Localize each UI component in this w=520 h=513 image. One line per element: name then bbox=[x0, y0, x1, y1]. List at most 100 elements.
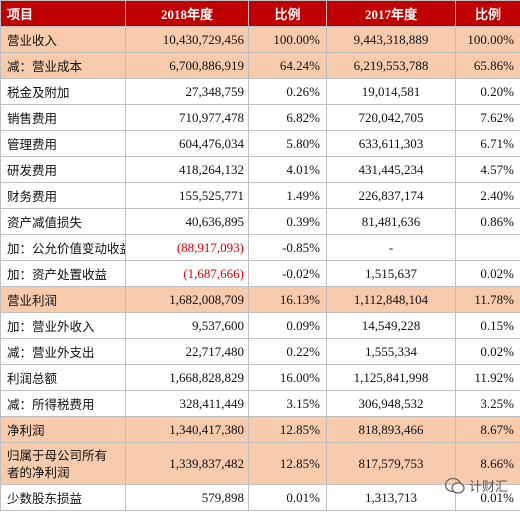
cell: 11.92% bbox=[455, 364, 520, 391]
cell: 12.85% bbox=[248, 416, 327, 443]
cell: 0.02% bbox=[455, 338, 520, 365]
row-label: 销售费用 bbox=[0, 104, 126, 131]
row-label: 减：营业成本 bbox=[0, 52, 126, 79]
cell: 710,977,478 bbox=[125, 104, 249, 131]
cell: 8.67% bbox=[455, 416, 520, 443]
table-row: 税金及附加 27,348,759 0.26% 19,014,581 0.20% bbox=[0, 78, 520, 105]
row-label: 财务费用 bbox=[0, 182, 126, 209]
cell: 7.62% bbox=[455, 104, 520, 131]
table-row: 净利润 1,340,417,380 12.85% 818,893,466 8.67% bbox=[0, 416, 520, 443]
cell: 10,430,729,456 bbox=[125, 26, 249, 53]
cell: 0.86% bbox=[455, 208, 520, 235]
cell: 4.01% bbox=[248, 156, 327, 183]
table-row: 加：公允价值变动收益 (88,917,093) -0.85% - bbox=[0, 234, 520, 261]
row-label: 营业利润 bbox=[0, 286, 126, 313]
cell: 0.20% bbox=[455, 78, 520, 105]
cell: 0.02% bbox=[455, 260, 520, 287]
cell: 818,893,466 bbox=[326, 416, 456, 443]
cell: 1,515,637 bbox=[326, 260, 456, 287]
row-label: 利润总额 bbox=[0, 364, 126, 391]
cell: 0.15% bbox=[455, 312, 520, 339]
table-row: 管理费用 604,476,034 5.80% 633,611,303 6.71% bbox=[0, 130, 520, 157]
cell: 16.00% bbox=[248, 364, 327, 391]
cell: 817,579,753 bbox=[326, 442, 456, 485]
cell: 1.49% bbox=[248, 182, 327, 209]
cell: 9,443,318,889 bbox=[326, 26, 456, 53]
cell: - bbox=[326, 234, 456, 261]
table-row: 销售费用 710,977,478 6.82% 720,042,705 7.62% bbox=[0, 104, 520, 131]
cell: 65.86% bbox=[455, 52, 520, 79]
cell: 27,348,759 bbox=[125, 78, 249, 105]
cell: 4.57% bbox=[455, 156, 520, 183]
cell: 0.01% bbox=[455, 484, 520, 511]
table-row: 营业收入 10,430,729,456 100.00% 9,443,318,889 10… bbox=[0, 26, 520, 53]
cell: 12.85% bbox=[248, 442, 327, 485]
cell: 3.15% bbox=[248, 390, 327, 417]
cell: 720,042,705 bbox=[326, 104, 456, 131]
row-label: 减：营业外支出 bbox=[0, 338, 126, 365]
table-row: 减：所得税费用 328,411,449 3.15% 306,948,532 3.25% bbox=[0, 390, 520, 417]
table-row: 研发费用 418,264,132 4.01% 431,445,234 4.57% bbox=[0, 156, 520, 183]
cell: 0.39% bbox=[248, 208, 327, 235]
header-cell: 比例 bbox=[455, 0, 520, 27]
row-label: 少数股东损益 bbox=[0, 484, 126, 511]
table-row: 加：资产处置收益 (1,687,666) -0.02% 1,515,637 0.02% bbox=[0, 260, 520, 287]
row-label: 加：营业外收入 bbox=[0, 312, 126, 339]
cell: 579,898 bbox=[125, 484, 249, 511]
watermark: 计财汇 bbox=[444, 476, 508, 495]
cell: 1,112,848,104 bbox=[326, 286, 456, 313]
cell: 81,481,636 bbox=[326, 208, 456, 235]
cell: 1,668,828,829 bbox=[125, 364, 249, 391]
cell: 0.01% bbox=[248, 484, 327, 511]
cell: 328,411,449 bbox=[125, 390, 249, 417]
row-label: 税金及附加 bbox=[0, 78, 126, 105]
cell: 40,636,895 bbox=[125, 208, 249, 235]
cell: 6,219,553,788 bbox=[326, 52, 456, 79]
table-row: 加：营业外收入 9,537,600 0.09% 14,549,228 0.15% bbox=[0, 312, 520, 339]
row-label: 研发费用 bbox=[0, 156, 126, 183]
cell bbox=[455, 234, 520, 261]
cell: 0.22% bbox=[248, 338, 327, 365]
cell: 6.71% bbox=[455, 130, 520, 157]
table-row: 减：营业外支出 22,717,480 0.22% 1,555,334 0.02% bbox=[0, 338, 520, 365]
cell: (1,687,666) bbox=[125, 260, 249, 287]
cell: 5.80% bbox=[248, 130, 327, 157]
cell: 604,476,034 bbox=[125, 130, 249, 157]
table-row: 财务费用 155,525,771 1.49% 226,837,174 2.40% bbox=[0, 182, 520, 209]
cell: 22,717,480 bbox=[125, 338, 249, 365]
row-label: 减：所得税费用 bbox=[0, 390, 126, 417]
watermark-text: 计财汇 bbox=[468, 480, 508, 495]
cell: 19,014,581 bbox=[326, 78, 456, 105]
cell: 8.66% bbox=[455, 442, 520, 485]
cell: -0.02% bbox=[248, 260, 327, 287]
cell: 155,525,771 bbox=[125, 182, 249, 209]
wechat-icon bbox=[444, 477, 465, 494]
cell: 0.26% bbox=[248, 78, 327, 105]
cell: 6.82% bbox=[248, 104, 327, 131]
table-row: 少数股东损益 579,898 0.01% 1,313,713 0.01% bbox=[0, 484, 520, 511]
cell: 3.25% bbox=[455, 390, 520, 417]
row-label: 净利润 bbox=[0, 416, 126, 443]
header-cell: 项目 bbox=[0, 0, 126, 27]
table-row: 减：营业成本 6,700,886,919 64.24% 6,219,553,788 65… bbox=[0, 52, 520, 79]
header-cell: 比例 bbox=[248, 0, 327, 27]
row-label: 加：公允价值变动收益 bbox=[0, 234, 126, 261]
cell: 16.13% bbox=[248, 286, 327, 313]
cell: 1,339,837,482 bbox=[125, 442, 249, 485]
row-label: 加：资产处置收益 bbox=[0, 260, 126, 287]
header-row: 项目 2018年度 比例 2017年度 比例 bbox=[0, 0, 520, 27]
cell: 1,340,417,380 bbox=[125, 416, 249, 443]
cell: 306,948,532 bbox=[326, 390, 456, 417]
cell: 633,611,303 bbox=[326, 130, 456, 157]
cell: 100.00% bbox=[455, 26, 520, 53]
cell: 1,125,841,998 bbox=[326, 364, 456, 391]
table-row: 营业利润 1,682,008,709 16.13% 1,112,848,104 11.7… bbox=[0, 286, 520, 313]
cell: 100.00% bbox=[248, 26, 327, 53]
header-cell: 2017年度 bbox=[326, 0, 456, 27]
header-cell: 2018年度 bbox=[125, 0, 249, 27]
cell: 6,700,886,919 bbox=[125, 52, 249, 79]
cell: 418,264,132 bbox=[125, 156, 249, 183]
table-row: 归属于母公司所有者的净利润 1,339,837,482 12.85% 817,579,… bbox=[0, 442, 520, 485]
